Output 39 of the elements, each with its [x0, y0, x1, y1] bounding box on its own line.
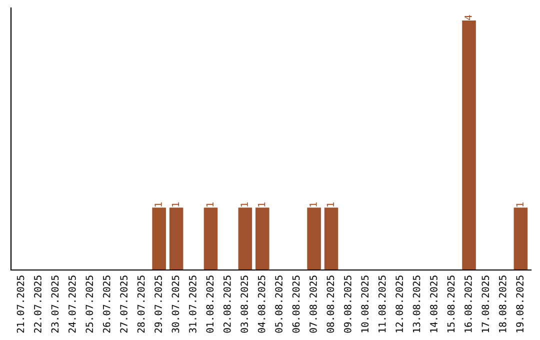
data-label: 1 [206, 202, 214, 206]
x-tick-label: 28.07.2025 [137, 276, 145, 333]
x-tick-label: 02.08.2025 [223, 276, 231, 333]
x-tick-label: 03.08.2025 [240, 276, 248, 333]
data-label: 1 [172, 202, 180, 206]
data-label: 1 [516, 202, 524, 206]
x-tick-label: 10.08.2025 [361, 276, 369, 332]
x-tick-label: 19.08.2025 [516, 276, 524, 332]
data-label: 1 [154, 202, 162, 206]
x-tick-label: 17.08.2025 [482, 276, 490, 332]
x-tick-label: 30.07.2025 [172, 276, 180, 333]
x-tick-label: 04.08.2025 [258, 276, 266, 333]
x-tick-label: 05.08.2025 [275, 276, 282, 333]
x-tick-label: 26.07.2025 [102, 276, 110, 333]
data-label: 1 [310, 202, 317, 206]
x-tick-label: 08.08.2025 [326, 276, 334, 333]
data-label: 1 [326, 202, 334, 206]
data-label: 1 [258, 202, 266, 206]
x-tick-label: 16.08.2025 [464, 276, 472, 332]
x-tick-label: 06.08.2025 [292, 276, 300, 333]
x-tick-label: 11.08.2025 [378, 276, 386, 332]
x-tick-label: 23.07.2025 [51, 276, 59, 333]
data-label: 1 [240, 202, 248, 206]
data-label: 4 [464, 15, 472, 20]
x-tick-label: 31.07.2025 [189, 276, 196, 333]
x-tick-label: 07.08.2025 [310, 276, 317, 333]
x-tick-label: 18.08.2025 [498, 276, 506, 332]
x-tick-label: 24.07.2025 [68, 276, 76, 333]
x-tick-label: 01.08.2025 [206, 276, 214, 333]
x-tick-label: 14.08.2025 [430, 276, 438, 332]
x-tick-label: 25.07.2025 [86, 276, 94, 333]
x-tick-label: 12.08.2025 [396, 276, 403, 332]
x-tick-label: 21.07.2025 [16, 276, 24, 333]
x-tick-label: 13.08.2025 [412, 276, 420, 332]
x-tick-label: 09.08.2025 [344, 276, 352, 333]
x-tick-label: 27.07.2025 [120, 276, 128, 333]
x-tick-label: 15.08.2025 [447, 276, 455, 332]
x-tick-label: 22.07.2025 [34, 276, 42, 333]
x-tick-label: 29.07.2025 [154, 276, 162, 333]
